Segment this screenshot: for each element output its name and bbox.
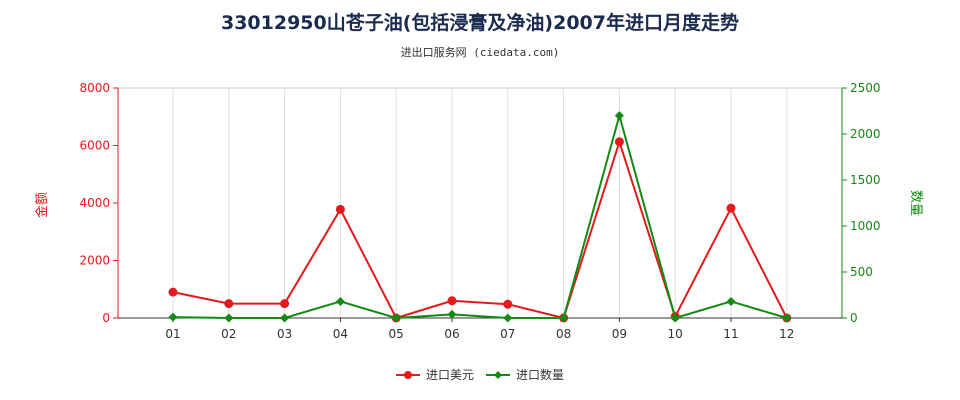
y-left-axis-title: 金额 bbox=[34, 192, 50, 218]
series-point-1 bbox=[335, 204, 345, 214]
x-tick-label: 10 bbox=[668, 327, 683, 341]
series-point-1 bbox=[614, 137, 624, 147]
y-right-tick-label: 0 bbox=[850, 311, 858, 325]
x-tick-label: 02 bbox=[221, 327, 236, 341]
series-point-1 bbox=[726, 203, 736, 213]
plot-frame bbox=[117, 87, 843, 319]
series-point-1 bbox=[447, 296, 457, 306]
y-right-axis-title: 数量 bbox=[908, 190, 923, 216]
y-right-tick-label: 2000 bbox=[850, 127, 881, 141]
series-point-2 bbox=[391, 313, 401, 323]
x-tick-label: 04 bbox=[333, 327, 348, 341]
y-right-tick-label: 1000 bbox=[850, 219, 881, 233]
series-point-2 bbox=[782, 313, 792, 323]
x-tick-label: 12 bbox=[779, 327, 794, 341]
series-point-2 bbox=[447, 309, 457, 319]
x-tick-label: 03 bbox=[277, 327, 292, 341]
series-point-2 bbox=[559, 313, 569, 323]
chart-title: 33012950山苍子油(包括浸膏及净油)2007年进口月度走势 bbox=[220, 12, 739, 34]
y-left-tick-label: 2000 bbox=[79, 254, 110, 268]
y-left-tick-label: 8000 bbox=[79, 81, 110, 95]
series-point-2 bbox=[224, 313, 234, 323]
legend-swatch-marker bbox=[404, 371, 412, 379]
x-tick-label: 06 bbox=[444, 327, 459, 341]
y-right-tick-label: 500 bbox=[850, 265, 873, 279]
series-line-1 bbox=[172, 138, 788, 320]
x-tick-label: 08 bbox=[556, 327, 571, 341]
series-point-2 bbox=[335, 296, 345, 306]
y-right-tick-label: 2500 bbox=[850, 81, 881, 95]
y-left-tick-label: 4000 bbox=[79, 196, 110, 210]
series-point-2 bbox=[503, 313, 513, 323]
series-point-1 bbox=[503, 299, 513, 309]
legend-label: 进口美元 bbox=[426, 368, 474, 382]
x-tick-label: 09 bbox=[612, 327, 627, 341]
series-point-2 bbox=[726, 296, 736, 306]
x-tick-label: 11 bbox=[723, 327, 738, 341]
series-point-2 bbox=[280, 313, 290, 323]
legend-label: 进口数量 bbox=[516, 367, 564, 382]
legend-swatch-marker bbox=[494, 371, 502, 379]
y-left-tick-label: 6000 bbox=[79, 139, 110, 153]
chart-subtitle: 进出口服务网 (ciedata.com) bbox=[400, 46, 560, 59]
x-tick-label: 07 bbox=[500, 327, 515, 341]
series-point-1 bbox=[224, 299, 234, 309]
series-point-2 bbox=[670, 313, 680, 323]
series-point-2 bbox=[168, 312, 178, 322]
series-point-1 bbox=[168, 287, 178, 297]
x-tick-label: 01 bbox=[165, 327, 180, 341]
series-point-1 bbox=[280, 299, 290, 309]
series-line-2 bbox=[172, 111, 788, 320]
y-right-tick-label: 1500 bbox=[850, 173, 881, 187]
y-left-tick-label: 0 bbox=[102, 311, 110, 325]
series-point-2 bbox=[614, 111, 624, 121]
x-tick-label: 05 bbox=[389, 327, 404, 341]
